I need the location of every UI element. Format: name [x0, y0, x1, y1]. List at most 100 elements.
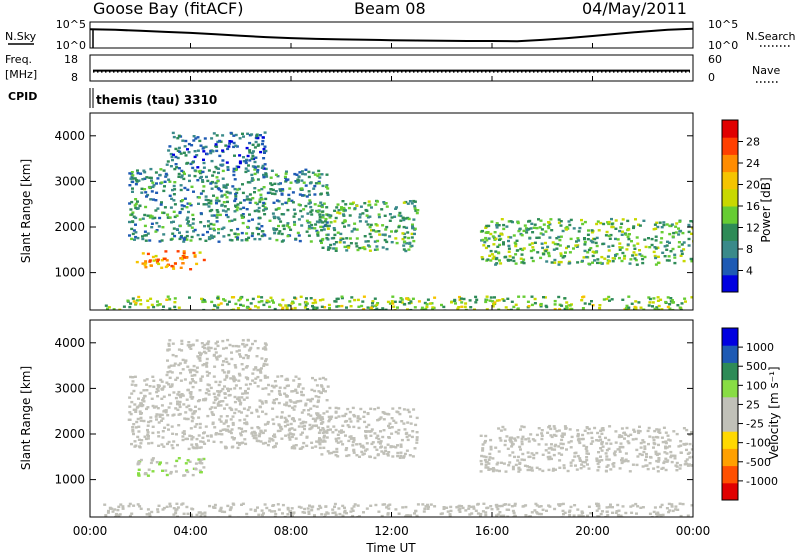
- power-cell-r2: [221, 134, 225, 137]
- power-cell-r2: [178, 150, 182, 153]
- power-cell-r4: [648, 246, 652, 249]
- velocity-cell-r1: [288, 438, 292, 441]
- velocity-cell-r2: [224, 346, 228, 350]
- power-cell-r3: [347, 224, 351, 227]
- power-cell-r1: [193, 169, 197, 172]
- velocity-cell-r1: [225, 415, 229, 418]
- power-cell-r5: [671, 308, 675, 310]
- velocity-cell-r3: [412, 408, 416, 411]
- velocity-cell-r0: [155, 461, 159, 464]
- velocity-cell-r4: [621, 446, 625, 449]
- velocity-cell-r1: [234, 408, 238, 411]
- power-cell-r1: [205, 203, 209, 206]
- power-cell-r4: [665, 223, 669, 226]
- power-cell-r4: [602, 222, 606, 226]
- power-cell-r5: [568, 304, 572, 307]
- power-cell-r3: [349, 242, 353, 245]
- power-cell-r1: [265, 175, 269, 178]
- power-cell-r5: [495, 299, 499, 302]
- velocity-cell-r1: [209, 434, 213, 437]
- velocity-cell-r1: [200, 375, 204, 378]
- power-cell-r5: [284, 304, 288, 307]
- power-cell-r5: [378, 308, 382, 310]
- velocity-cell-r0: [186, 459, 190, 462]
- power-cell-r5: [399, 297, 403, 300]
- power-cell-r4: [507, 220, 511, 223]
- velocity-cell-r4: [549, 434, 553, 437]
- velocity-cell-r1: [178, 400, 182, 404]
- power-cell-r2: [238, 137, 242, 140]
- power-cell-r1: [256, 178, 260, 181]
- power-cell-r4: [539, 256, 543, 260]
- power-cell-r1: [170, 197, 174, 200]
- power-cell-r5: [517, 295, 521, 298]
- velocity-cell-r1: [152, 379, 156, 382]
- velocity-cell-r5: [468, 513, 472, 516]
- power-cell-r1: [248, 193, 252, 196]
- power-cell-r1: [207, 201, 211, 205]
- power-cell-r1: [212, 170, 216, 174]
- velocity-cell-r2: [255, 355, 259, 358]
- power-cell-r5: [474, 301, 478, 304]
- power-cell-r4: [530, 242, 534, 245]
- power-cell-r5: [371, 300, 375, 303]
- power-cell-r4: [638, 249, 641, 252]
- velocity-cell-r3: [358, 442, 362, 446]
- velocity-cell-r4: [576, 432, 580, 436]
- power-cell-r2: [238, 161, 242, 165]
- power-cell-r0: [193, 254, 197, 257]
- velocity-cell-r1: [128, 396, 132, 399]
- power-cell-r5: [392, 305, 396, 308]
- velocity-cell-r2: [178, 362, 182, 365]
- power-cell-r1: [251, 218, 254, 221]
- power-cell-r1: [133, 177, 137, 180]
- power-cell-r1: [132, 229, 136, 232]
- velocity-ylabel: Slant Range [km]: [19, 366, 33, 470]
- velocity-cell-r5: [670, 503, 674, 506]
- power-cell-r1: [128, 234, 131, 237]
- power-cell-r2: [204, 145, 208, 149]
- velocity-cell-r5: [324, 505, 328, 508]
- power-cell-r4: [632, 251, 636, 254]
- velocity-cell-r1: [177, 393, 181, 397]
- time-tick-label: 16:00: [475, 524, 510, 538]
- power-cell-r1: [173, 188, 177, 191]
- velocity-cell-r1: [256, 375, 260, 379]
- velocity-cell-r4: [664, 457, 668, 460]
- velocity-cell-r4: [631, 438, 635, 441]
- power-cell-r1: [148, 216, 152, 219]
- power-cell-r4: [548, 223, 552, 226]
- velocity-cell-r4: [576, 454, 580, 458]
- velocity-cell-r1: [129, 412, 133, 416]
- power-cell-r1: [143, 234, 147, 237]
- power-cell-r3: [332, 236, 336, 240]
- velocity-cell-r1: [204, 425, 208, 428]
- power-cell-r3: [411, 225, 414, 228]
- power-cell-r1: [216, 199, 220, 202]
- velocity-cell-r5: [597, 507, 601, 510]
- velocity-cell-r1: [276, 375, 280, 378]
- power-cell-r5: [146, 306, 150, 309]
- power-cell-r5: [327, 303, 331, 307]
- power-cell-r1: [312, 187, 316, 190]
- power-cell-r2: [205, 152, 209, 156]
- velocity-cell-r5: [495, 505, 499, 509]
- power-cell-r4: [547, 252, 551, 255]
- power-cell-r1: [229, 229, 233, 232]
- power-cell-r2: [260, 166, 264, 169]
- velocity-cell-r1: [213, 426, 217, 429]
- power-cell-r1: [318, 218, 322, 221]
- velocity-cell-r5: [624, 511, 628, 515]
- power-cell-r1: [298, 171, 302, 174]
- power-cell-r4: [674, 225, 678, 228]
- velocity-cell-r4: [657, 457, 661, 460]
- velocity-cell-r4: [644, 458, 648, 462]
- velocity-cell-r1: [236, 446, 240, 450]
- velocity-cell-r4: [599, 447, 603, 450]
- power-cell-r4: [614, 253, 617, 257]
- velocity-cell-r0: [200, 458, 204, 461]
- velocity-cell-r1: [311, 417, 315, 420]
- velocity-cell-r3: [377, 440, 381, 444]
- power-cell-r1: [131, 174, 135, 177]
